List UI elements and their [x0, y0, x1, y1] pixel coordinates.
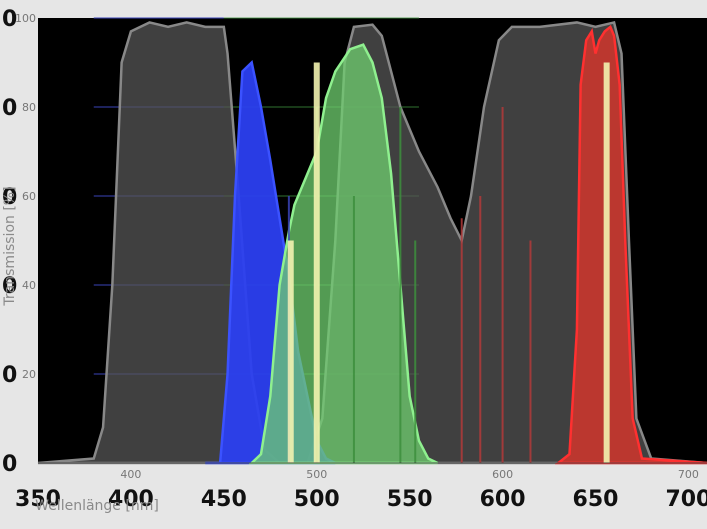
x-tick-label: 650 [573, 487, 619, 512]
y-tick-label-inner: 20 [22, 368, 36, 381]
x-tick-label: 350 [15, 487, 61, 512]
x-tick-label: 450 [201, 487, 247, 512]
x-axis-label: Wellenlänge [nm] [35, 498, 159, 514]
emission-line [313, 62, 320, 463]
x-tick-label: 600 [480, 487, 526, 512]
x-tick-label-inner: 500 [306, 468, 327, 481]
y-tick-label-outer: 0 [2, 452, 17, 477]
x-tick-label: 700 [665, 487, 707, 512]
x-tick-label: 400 [108, 487, 154, 512]
x-tick-label: 550 [387, 487, 433, 512]
x-tick-label: 500 [294, 487, 340, 512]
x-tick-label-inner: 400 [120, 468, 141, 481]
y-tick-label-inner: 40 [22, 279, 36, 292]
y-tick-label-outer: 0 [2, 7, 17, 32]
y-axis-label: Transmission [%] [2, 186, 18, 306]
y-tick-label-outer: 0 [2, 274, 17, 299]
y-tick-label-inner: 100 [15, 12, 36, 25]
y-tick-label-inner: 60 [22, 190, 36, 203]
series-area-red [554, 24, 707, 465]
emission-line [287, 240, 294, 463]
y-tick-label-inner: 80 [22, 101, 36, 114]
x-tick-label-inner: 600 [492, 468, 513, 481]
emission-line [603, 62, 610, 463]
emission-lines [287, 62, 610, 463]
y-tick-label-outer: 0 [2, 185, 17, 210]
x-tick-label-inner: 700 [678, 468, 699, 481]
y-tick-label-outer: 0 [2, 363, 17, 388]
y-tick-label-outer: 0 [2, 96, 17, 121]
